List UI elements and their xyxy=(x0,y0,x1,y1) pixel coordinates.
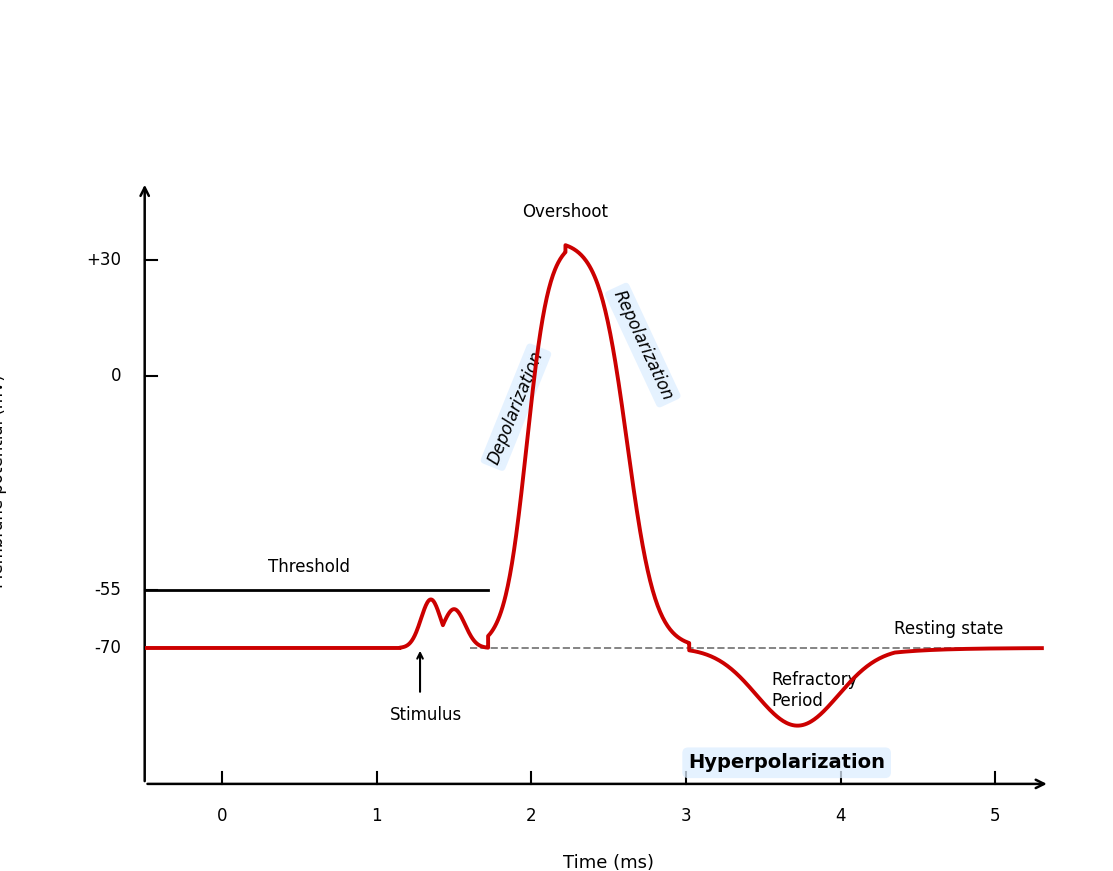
Text: Refractory
Period: Refractory Period xyxy=(771,672,858,710)
Text: Membrane potential (mV): Membrane potential (mV) xyxy=(0,374,7,588)
Text: Threshold: Threshold xyxy=(268,558,351,576)
Text: Overshoot: Overshoot xyxy=(522,203,609,221)
Text: Depolarization: Depolarization xyxy=(485,348,546,467)
Text: 2: 2 xyxy=(526,807,536,825)
Text: -55: -55 xyxy=(95,581,121,598)
Text: +30: +30 xyxy=(87,251,121,268)
Text: 5: 5 xyxy=(991,807,1001,825)
Text: -70: -70 xyxy=(95,639,121,657)
Text: Resting state: Resting state xyxy=(894,619,1003,638)
Text: 4: 4 xyxy=(836,807,846,825)
Text: 3: 3 xyxy=(681,807,691,825)
Text: Repolarization: Repolarization xyxy=(610,287,677,403)
Text: Hyperpolarization: Hyperpolarization xyxy=(688,753,885,773)
Text: 0: 0 xyxy=(217,807,227,825)
Text: 1: 1 xyxy=(372,807,382,825)
Text: Time (ms): Time (ms) xyxy=(563,854,654,871)
Text: ACTION POTENTIAL CURVE: ACTION POTENTIAL CURVE xyxy=(79,45,1034,107)
Text: 0: 0 xyxy=(111,368,121,385)
Text: Stimulus: Stimulus xyxy=(390,706,462,724)
